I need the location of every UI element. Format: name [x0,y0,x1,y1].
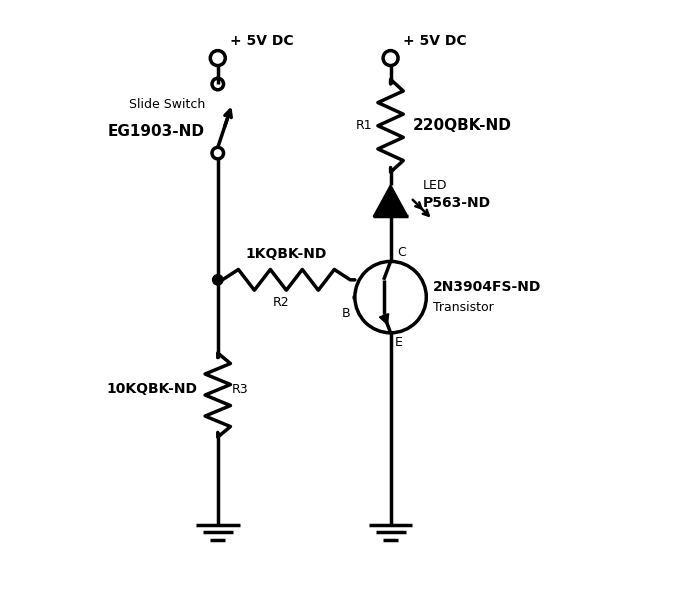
Text: R2: R2 [272,296,289,309]
Text: 1KQBK-ND: 1KQBK-ND [246,247,327,262]
Text: C: C [398,245,407,259]
Polygon shape [380,314,389,325]
Text: EG1903-ND: EG1903-ND [108,124,205,139]
Text: + 5V DC: + 5V DC [403,34,467,48]
Text: + 5V DC: + 5V DC [230,34,294,48]
Circle shape [213,275,223,285]
Text: R3: R3 [232,383,249,396]
Text: 2N3904FS-ND: 2N3904FS-ND [433,280,542,294]
Text: 220QBK-ND: 220QBK-ND [413,118,511,133]
Text: Slide Switch: Slide Switch [129,98,205,110]
Text: LED: LED [422,179,446,193]
Text: R1: R1 [356,119,372,132]
Text: 10KQBK-ND: 10KQBK-ND [107,382,198,396]
Text: P563-ND: P563-ND [422,196,491,210]
Text: E: E [395,336,403,349]
Polygon shape [373,185,408,217]
Text: Transistor: Transistor [433,301,494,314]
Text: B: B [342,307,350,320]
